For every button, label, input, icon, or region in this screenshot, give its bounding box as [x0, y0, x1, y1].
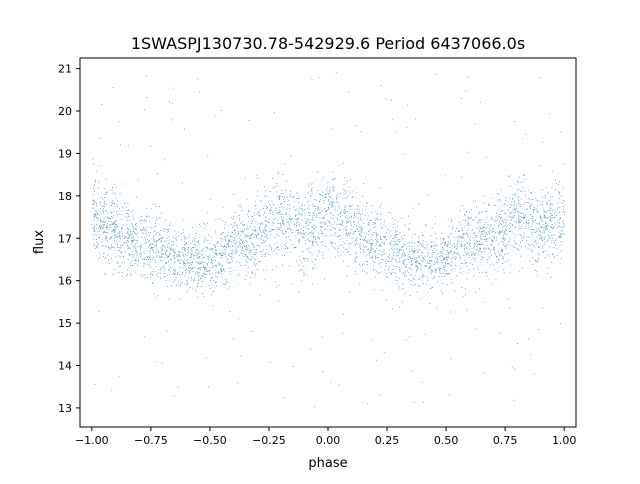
scatter-points [91, 72, 565, 408]
x-tick-label: −0.50 [193, 434, 227, 447]
y-tick-label: 14 [58, 360, 72, 373]
y-tick-label: 21 [58, 63, 72, 76]
y-tick-label: 17 [58, 232, 72, 245]
y-tick-label: 20 [58, 105, 72, 118]
x-axis-label: phase [308, 456, 347, 471]
data-points [91, 72, 565, 408]
y-tick-label: 15 [58, 317, 72, 330]
x-tick-label: 0.00 [316, 434, 341, 447]
y-tick-label: 16 [58, 275, 72, 288]
x-axis: −1.00 −0.75 −0.50 −0.25 0.00 0.25 0.50 0.75 1.00 [75, 427, 576, 447]
chart-title: 1SWASPJ130730.78-542929.6 Period 6437066… [131, 34, 525, 53]
x-tick-label: −0.75 [134, 434, 168, 447]
x-tick-label: 0.50 [434, 434, 459, 447]
x-tick-label: 0.75 [493, 434, 518, 447]
y-tick-label: 13 [58, 402, 72, 415]
y-axis-label: flux [32, 230, 47, 254]
x-tick-label: 1.00 [552, 434, 577, 447]
y-tick-label: 18 [58, 190, 72, 203]
y-axis: 13 14 15 16 17 18 19 20 21 [58, 63, 80, 415]
x-tick-label: −1.00 [75, 434, 109, 447]
y-tick-label: 19 [58, 147, 72, 160]
x-tick-label: −0.25 [252, 434, 286, 447]
x-tick-label: 0.25 [375, 434, 400, 447]
